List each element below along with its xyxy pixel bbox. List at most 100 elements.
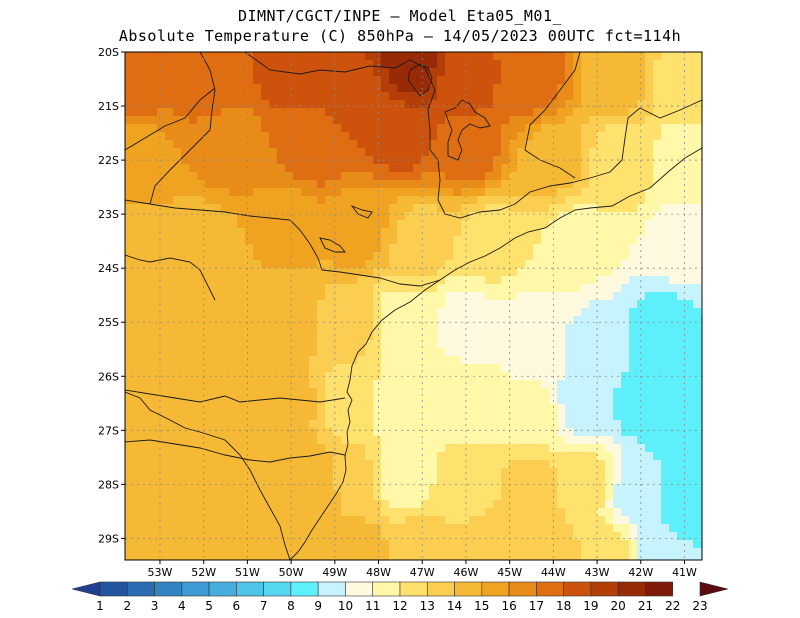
field-cell (509, 468, 518, 477)
field-cell (573, 516, 582, 525)
field-cell (133, 68, 142, 77)
field-cell (317, 364, 326, 373)
field-cell (277, 188, 286, 197)
field-cell (261, 460, 270, 469)
latitude-label: 25S (98, 316, 119, 329)
field-cell (453, 516, 462, 525)
field-cell (125, 476, 134, 485)
field-cell (237, 348, 246, 357)
field-cell (341, 252, 350, 261)
field-cell (301, 204, 310, 213)
field-cell (149, 164, 158, 173)
field-cell (597, 468, 606, 477)
field-cell (589, 476, 598, 485)
field-cell (645, 412, 654, 421)
field-cell (517, 196, 526, 205)
field-cell (213, 412, 222, 421)
field-cell (413, 284, 422, 293)
field-cell (205, 500, 214, 509)
field-cell (621, 484, 630, 493)
field-cell (349, 84, 358, 93)
field-cell (501, 252, 510, 261)
legend-color-box (426, 581, 455, 597)
field-cell (597, 236, 606, 245)
field-cell (381, 460, 390, 469)
field-cell (357, 404, 366, 413)
field-cell (645, 260, 654, 269)
field-cell (405, 380, 414, 389)
field-cell (589, 140, 598, 149)
field-cell (509, 356, 518, 365)
field-cell (181, 68, 190, 77)
field-cell (589, 516, 598, 525)
field-cell (613, 420, 622, 429)
field-cell (413, 348, 422, 357)
field-cell (525, 436, 534, 445)
field-cell (317, 60, 326, 69)
field-cell (533, 540, 542, 549)
field-cell (205, 276, 214, 285)
field-cell (261, 452, 270, 461)
field-cell (557, 524, 566, 533)
field-cell (469, 100, 478, 109)
field-cell (501, 180, 510, 189)
field-cell (301, 100, 310, 109)
field-cell (141, 84, 150, 93)
field-cell (293, 324, 302, 333)
field-cell (365, 68, 374, 77)
field-cell (565, 444, 574, 453)
field-cell (549, 548, 558, 557)
field-cell (157, 148, 166, 157)
field-cell (197, 380, 206, 389)
field-cell (245, 92, 254, 101)
field-cell (341, 108, 350, 117)
field-cell (253, 116, 262, 125)
field-cell (349, 68, 358, 77)
field-cell (477, 236, 486, 245)
field-cell (333, 60, 342, 69)
field-cell (677, 308, 686, 317)
field-cell (525, 428, 534, 437)
field-cell (541, 196, 550, 205)
field-cell (133, 116, 142, 125)
field-cell (325, 532, 334, 541)
field-cell (597, 500, 606, 509)
field-cell (677, 540, 686, 549)
field-cell (309, 132, 318, 141)
field-cell (669, 180, 678, 189)
field-cell (141, 348, 150, 357)
field-cell (677, 332, 686, 341)
field-cell (285, 348, 294, 357)
field-cell (477, 404, 486, 413)
field-cell (525, 452, 534, 461)
field-cell (405, 500, 414, 509)
field-cell (597, 420, 606, 429)
field-cell (301, 284, 310, 293)
field-cell (181, 396, 190, 405)
field-cell (397, 268, 406, 277)
field-cell (565, 92, 574, 101)
field-cell (637, 388, 646, 397)
field-cell (573, 436, 582, 445)
field-cell (477, 156, 486, 165)
field-cell (565, 508, 574, 517)
field-cell (269, 268, 278, 277)
field-cell (381, 516, 390, 525)
field-cell (181, 364, 190, 373)
field-cell (653, 508, 662, 517)
field-cell (557, 316, 566, 325)
field-cell (301, 276, 310, 285)
field-cell (125, 244, 134, 253)
field-cell (149, 108, 158, 117)
field-cell (661, 180, 670, 189)
field-cell (549, 292, 558, 301)
field-cell (309, 324, 318, 333)
field-cell (509, 380, 518, 389)
field-cell (405, 156, 414, 165)
field-cell (357, 460, 366, 469)
field-cell (165, 444, 174, 453)
field-cell (389, 108, 398, 117)
field-cell (245, 252, 254, 261)
field-cell (525, 388, 534, 397)
field-cell (589, 204, 598, 213)
